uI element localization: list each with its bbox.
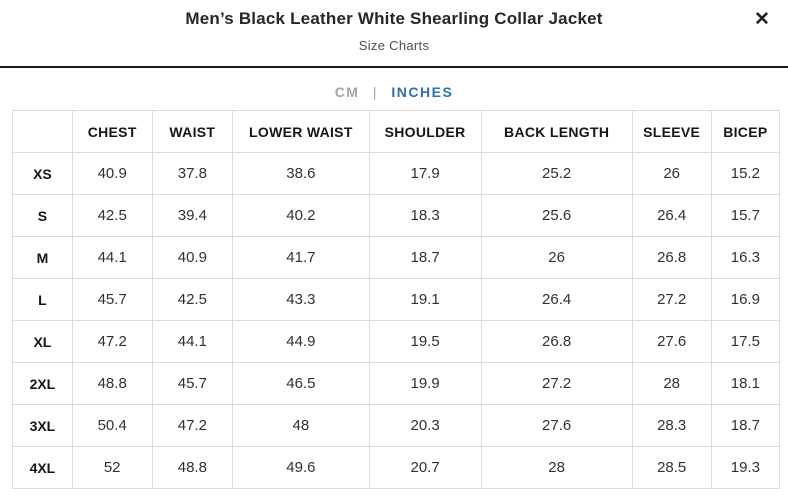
measurement-cell: 26.8 (480, 320, 633, 363)
page-title: Men’s Black Leather White Shearling Coll… (185, 9, 603, 28)
measurement-cell: 25.6 (480, 194, 633, 237)
measurement-cell: 19.3 (710, 446, 781, 489)
measurement-cell: 18.7 (368, 236, 482, 279)
measurement-cell: 18.3 (368, 194, 482, 237)
measurement-cell: 44.1 (151, 320, 234, 363)
measurement-cell: 45.7 (151, 362, 234, 405)
close-icon[interactable]: ✕ (746, 4, 778, 36)
measurement-cell: 40.2 (232, 194, 370, 237)
measurement-cell: 20.3 (368, 404, 482, 447)
measurement-cell: 26 (480, 236, 633, 279)
measurement-cell: 19.9 (368, 362, 482, 405)
measurement-cell: 50.4 (71, 404, 153, 447)
measurement-cell: 43.3 (232, 278, 370, 321)
measurement-cell: 15.2 (710, 152, 781, 195)
measurement-cell: 15.7 (710, 194, 781, 237)
measurement-cell: 16.9 (710, 278, 781, 321)
table-row: 3XL 50.4 47.2 48 20.3 27.6 28.3 18.7 (12, 404, 781, 447)
table-row: S 42.5 39.4 40.2 18.3 25.6 26.4 15.7 (12, 194, 781, 237)
measurement-cell: 28 (631, 362, 712, 405)
size-label: S (12, 194, 73, 237)
measurement-cell: 45.7 (71, 278, 153, 321)
modal-header: Men’s Black Leather White Shearling Coll… (0, 0, 788, 53)
unit-toggle: CM | INCHES (0, 84, 788, 100)
unit-option-cm[interactable]: CM (334, 84, 360, 100)
size-column-header (12, 110, 73, 153)
unit-option-inches[interactable]: INCHES (391, 84, 454, 100)
measurement-cell: 48.8 (151, 446, 234, 489)
measurement-cell: 25.2 (480, 152, 633, 195)
table-row: 2XL 48.8 45.7 46.5 19.9 27.2 28 18.1 (12, 362, 781, 405)
size-label: XS (12, 152, 73, 195)
measurement-cell: 19.5 (368, 320, 482, 363)
size-label: M (12, 236, 73, 279)
measurement-cell: 27.2 (480, 362, 633, 405)
measurement-cell: 40.9 (71, 152, 153, 195)
size-label: 4XL (12, 446, 73, 489)
measurement-cell: 27.6 (480, 404, 633, 447)
measurement-cell: 42.5 (151, 278, 234, 321)
size-label: XL (12, 320, 73, 363)
measurement-column-header: BACK LENGTH (480, 110, 633, 153)
measurement-cell: 17.9 (368, 152, 482, 195)
unit-toggle-divider: | (372, 84, 378, 100)
table-row: L 45.7 42.5 43.3 19.1 26.4 27.2 16.9 (12, 278, 781, 321)
measurement-cell: 47.2 (151, 404, 234, 447)
header-divider (0, 66, 788, 68)
size-label: 3XL (12, 404, 73, 447)
measurement-cell: 41.7 (232, 236, 370, 279)
measurement-cell: 26 (631, 152, 712, 195)
table-row: 4XL 52 48.8 49.6 20.7 28 28.5 19.3 (12, 446, 781, 489)
measurement-cell: 47.2 (71, 320, 153, 363)
modal-subtitle: Size Charts (358, 38, 430, 53)
measurement-cell: 27.6 (631, 320, 712, 363)
measurement-cell: 20.7 (368, 446, 482, 489)
measurement-cell: 26.4 (480, 278, 633, 321)
measurement-cell: 18.1 (710, 362, 781, 405)
size-label: 2XL (12, 362, 73, 405)
measurement-cell: 28.3 (631, 404, 712, 447)
measurement-column-header: LOWER WAIST (232, 110, 370, 153)
measurement-cell: 17.5 (710, 320, 781, 363)
measurement-cell: 18.7 (710, 404, 781, 447)
table-row: M 44.1 40.9 41.7 18.7 26 26.8 16.3 (12, 236, 781, 279)
measurement-cell: 38.6 (232, 152, 370, 195)
measurement-cell: 48 (232, 404, 370, 447)
measurement-cell: 16.3 (710, 236, 781, 279)
measurement-cell: 27.2 (631, 278, 712, 321)
measurement-cell: 44.9 (232, 320, 370, 363)
measurement-column-header: CHEST (71, 110, 153, 153)
measurement-column-header: SHOULDER (368, 110, 482, 153)
measurement-cell: 26.4 (631, 194, 712, 237)
measurement-column-header: SLEEVE (631, 110, 712, 153)
measurement-cell: 28 (480, 446, 633, 489)
measurement-cell: 26.8 (631, 236, 712, 279)
measurement-column-header: BICEP (710, 110, 781, 153)
size-chart-table: CHEST WAIST LOWER WAIST SHOULDER BACK LENGTH… (12, 110, 781, 489)
measurement-cell: 52 (71, 446, 153, 489)
table-header-row: CHEST WAIST LOWER WAIST SHOULDER BACK LENGTH… (12, 110, 781, 153)
measurement-cell: 44.1 (71, 236, 153, 279)
measurement-cell: 28.5 (631, 446, 712, 489)
measurement-cell: 42.5 (71, 194, 153, 237)
measurement-cell: 39.4 (151, 194, 234, 237)
measurement-cell: 19.1 (368, 278, 482, 321)
table-row: XS 40.9 37.8 38.6 17.9 25.2 26 15.2 (12, 152, 781, 195)
measurement-cell: 46.5 (232, 362, 370, 405)
measurement-cell: 48.8 (71, 362, 153, 405)
measurement-column-header: WAIST (151, 110, 234, 153)
table-row: XL 47.2 44.1 44.9 19.5 26.8 27.6 17.5 (12, 320, 781, 363)
measurement-cell: 49.6 (232, 446, 370, 489)
size-label: L (12, 278, 73, 321)
measurement-cell: 37.8 (151, 152, 234, 195)
measurement-cell: 40.9 (151, 236, 234, 279)
